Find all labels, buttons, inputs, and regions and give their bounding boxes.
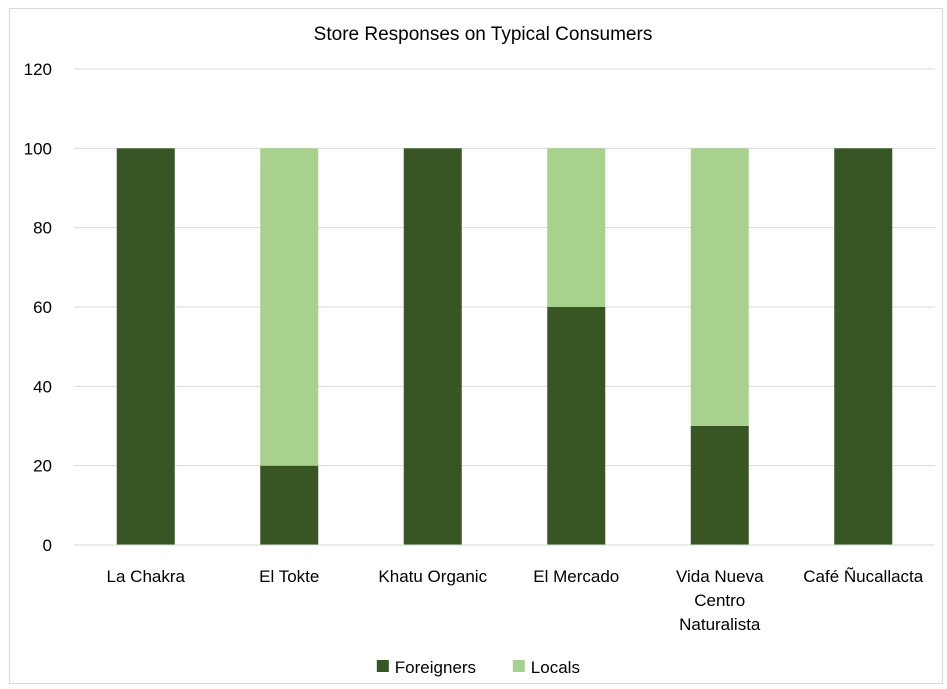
legend: Foreigners Locals (376, 658, 580, 677)
legend-swatch-locals (512, 660, 525, 672)
bar-locals (260, 148, 319, 466)
bar-foreigners (547, 307, 606, 545)
chart-title: Store Responses on Typical Consumers (314, 24, 653, 45)
bar-locals (547, 148, 606, 307)
bars (116, 148, 893, 546)
x-tick-label: La Chakra (107, 567, 186, 586)
x-tick-label: Centro (694, 591, 745, 610)
y-tick-label: 40 (33, 377, 52, 396)
bar-foreigners (260, 465, 319, 545)
chart-frame (9, 8, 943, 684)
gridlines (74, 68, 935, 467)
legend-swatch-foreigners (376, 660, 389, 672)
x-tick-label: Vida Nueva (676, 567, 764, 586)
x-axis-labels: La Chakra El Tokte Khatu Organic El Mercado… (107, 567, 924, 634)
y-tick-label: 100 (24, 139, 52, 158)
bar-foreigners (834, 148, 893, 546)
x-tick-label: El Tokte (259, 567, 319, 586)
x-tick-label: Café Ñucallacta (803, 567, 924, 586)
bar-foreigners (403, 148, 462, 546)
y-tick-label: 20 (33, 457, 52, 476)
legend-label-foreigners: Foreigners (395, 658, 476, 677)
bar-foreigners (116, 148, 175, 546)
y-tick-label: 0 (43, 536, 52, 555)
x-tick-label: Naturalista (679, 615, 761, 634)
x-tick-label: El Mercado (533, 567, 619, 586)
bar-locals (690, 148, 749, 427)
y-tick-label: 120 (24, 60, 52, 79)
y-axis-ticks: 0 20 40 60 80 100 120 (24, 60, 52, 555)
y-tick-label: 60 (33, 298, 52, 317)
bar-foreigners (690, 426, 749, 545)
legend-label-locals: Locals (531, 658, 580, 677)
y-tick-label: 80 (33, 219, 52, 238)
x-tick-label: Khatu Organic (378, 567, 487, 586)
